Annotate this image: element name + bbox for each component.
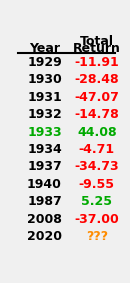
Text: -28.48: -28.48 bbox=[74, 73, 119, 86]
Text: 2008: 2008 bbox=[27, 213, 62, 226]
Text: 1929: 1929 bbox=[27, 56, 62, 69]
Text: Total: Total bbox=[80, 35, 114, 48]
Text: 1987: 1987 bbox=[27, 195, 62, 208]
Text: Return: Return bbox=[73, 42, 121, 55]
Text: -4.71: -4.71 bbox=[79, 143, 115, 156]
Text: Year: Year bbox=[29, 42, 60, 55]
Text: -14.78: -14.78 bbox=[74, 108, 119, 121]
Text: -9.55: -9.55 bbox=[79, 178, 115, 191]
Text: 5.25: 5.25 bbox=[81, 195, 112, 208]
Text: 2020: 2020 bbox=[27, 230, 62, 243]
Text: 1931: 1931 bbox=[27, 91, 62, 104]
Text: -34.73: -34.73 bbox=[74, 160, 119, 173]
Text: 1934: 1934 bbox=[27, 143, 62, 156]
Text: ???: ??? bbox=[86, 230, 108, 243]
Text: -47.07: -47.07 bbox=[74, 91, 119, 104]
Text: -11.91: -11.91 bbox=[74, 56, 119, 69]
Text: 1933: 1933 bbox=[27, 126, 62, 139]
Text: -37.00: -37.00 bbox=[74, 213, 119, 226]
Text: 1940: 1940 bbox=[27, 178, 62, 191]
Text: 44.08: 44.08 bbox=[77, 126, 117, 139]
Text: 1937: 1937 bbox=[27, 160, 62, 173]
Text: 1932: 1932 bbox=[27, 108, 62, 121]
Text: 1930: 1930 bbox=[27, 73, 62, 86]
